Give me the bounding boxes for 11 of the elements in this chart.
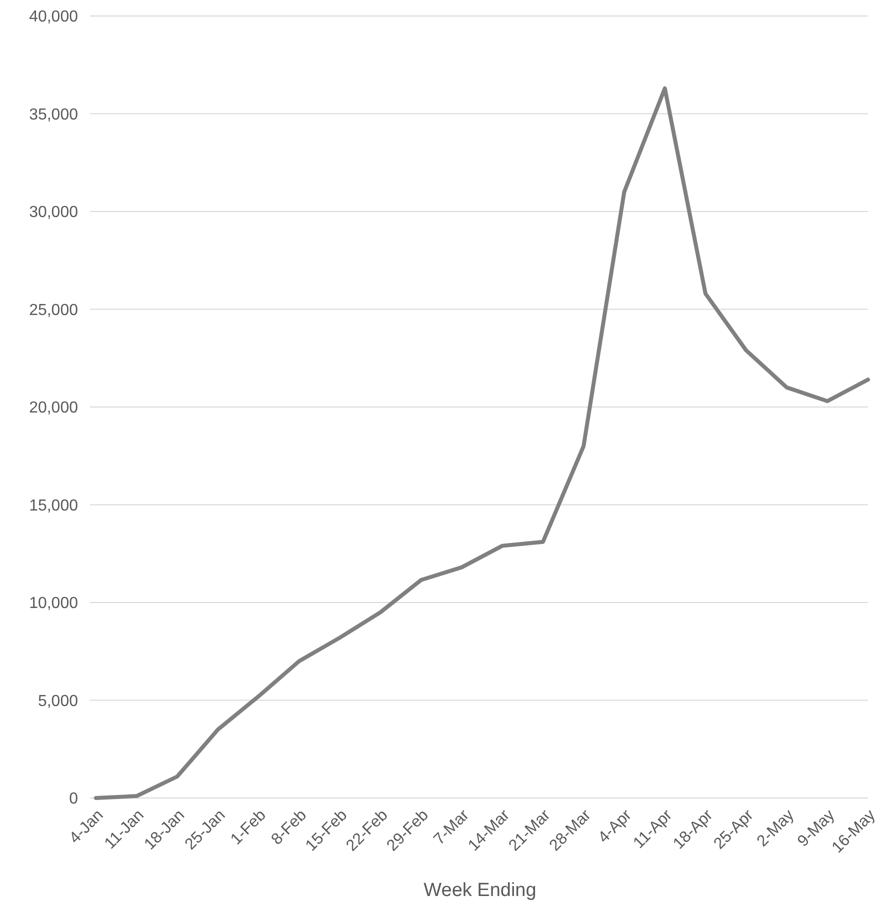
y-tick-label: 10,000: [29, 595, 78, 612]
y-tick-label: 25,000: [29, 302, 78, 319]
y-tick-label: 20,000: [29, 400, 78, 417]
y-tick-label: 0: [69, 790, 78, 808]
y-tick-label: 35,000: [29, 106, 78, 124]
y-tick-label: 5,000: [38, 692, 78, 710]
y-tick-label: 30,000: [29, 204, 78, 222]
line-series: [94, 86, 870, 800]
x-axis-title: Week Ending: [424, 880, 536, 901]
y-tick-label: 15,000: [29, 497, 78, 514]
y-tick-label: 40,000: [29, 8, 78, 26]
